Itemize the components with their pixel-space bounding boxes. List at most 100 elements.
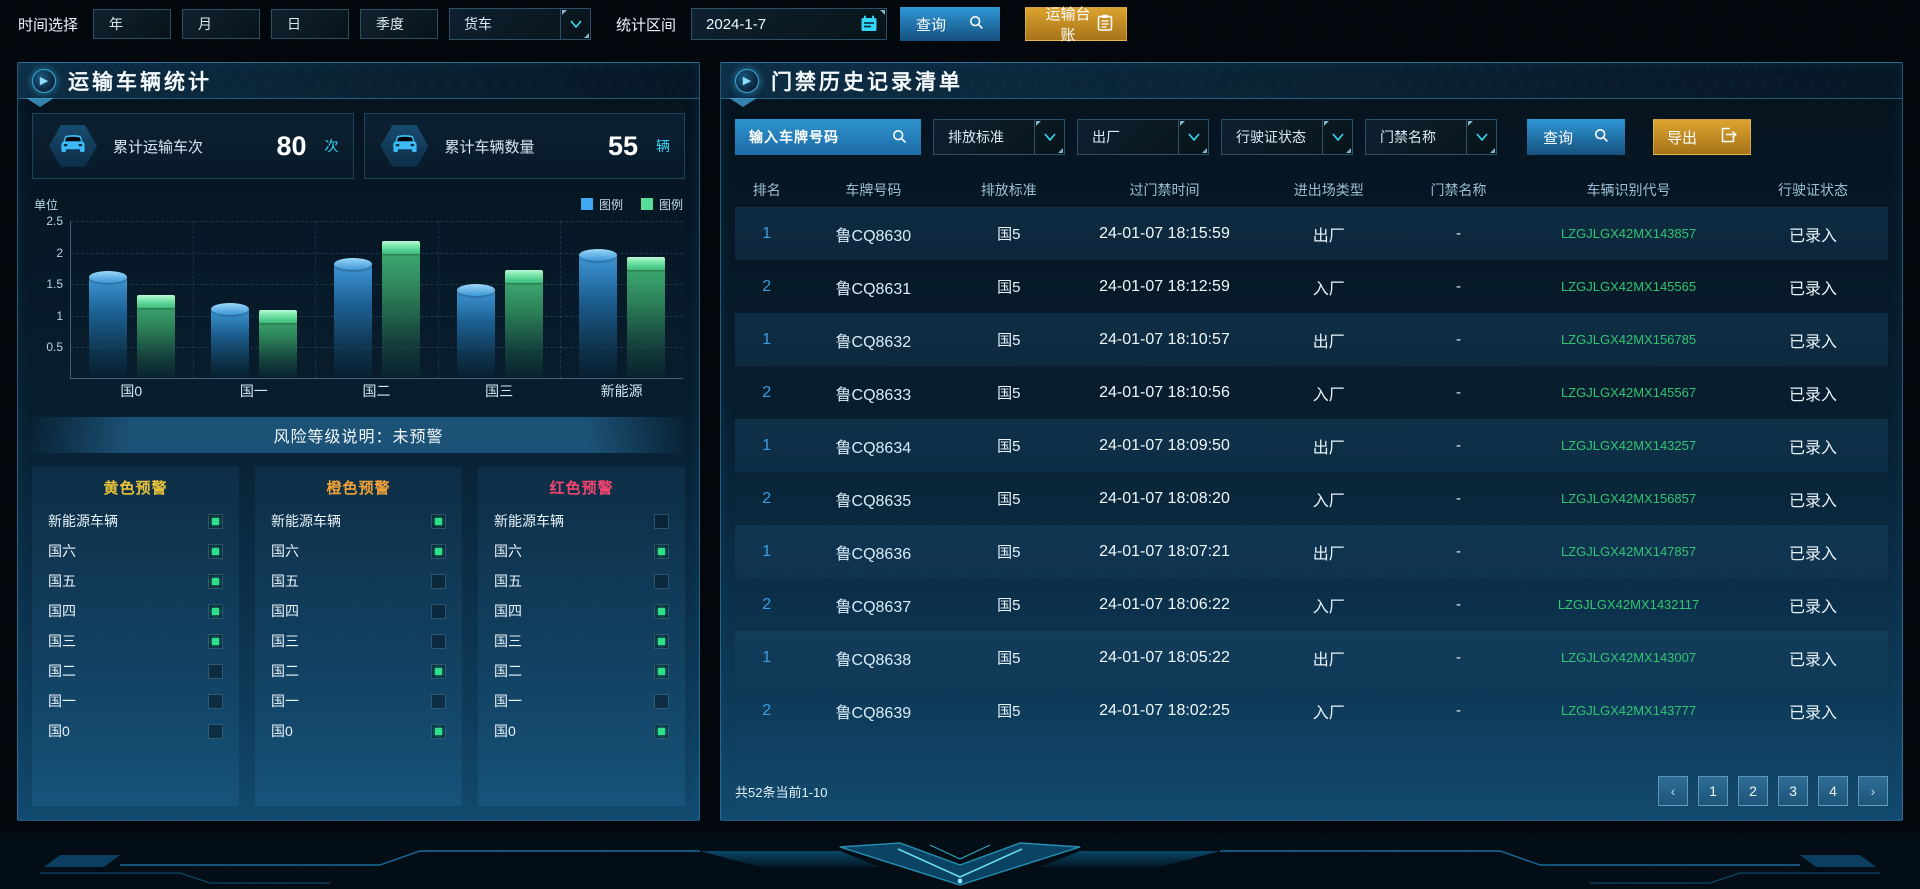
warning-checkbox[interactable] [654,693,669,709]
warning-checkbox[interactable] [208,723,223,739]
gridline [71,315,683,317]
warning-checkbox[interactable] [431,603,446,619]
bar-blue-新能源[interactable] [579,248,618,378]
warning-checkbox[interactable] [431,543,446,559]
chart-plot-wrap: 0.5 1 1.5 2 2.5 [46,214,683,379]
time-range-button-季度[interactable]: 季度 [360,9,439,39]
gridline [71,284,683,286]
table-row[interactable]: 2 鲁CQ8637 国5 24-01-07 18:06:22 入厂 - LZGJLGX42M… [735,578,1888,631]
cell-vin: LZGJLGX42MX143777 [1560,703,1697,718]
warning-checkbox[interactable] [431,663,446,679]
table-row[interactable]: 1 鲁CQ8630 国5 24-01-07 18:15:59 出厂 - LZGJLGX42M… [735,207,1888,260]
warning-checkbox[interactable] [208,543,223,559]
warning-checkbox[interactable] [208,603,223,619]
table-row[interactable]: 1 鲁CQ8638 国5 24-01-07 18:05:22 出厂 - LZGJLGX42M… [735,631,1888,684]
filter-dropdown-排放标准[interactable]: 排放标准 [933,119,1065,155]
bar-blue-国一[interactable] [211,302,250,378]
table-row[interactable]: 2 鲁CQ8639 国5 24-01-07 18:02:25 入厂 - LZGJLGX42M… [735,684,1888,737]
filter-dropdown-行驶证状态[interactable]: 行驶证状态 [1221,119,1353,155]
warning-row-国三: 国三 [494,626,669,656]
y-tick-label: 1.5 [46,277,63,292]
warning-row-国四: 国四 [48,596,223,626]
filter-dropdown-门禁名称[interactable]: 门禁名称 [1365,119,1497,155]
table-row[interactable]: 1 鲁CQ8634 国5 24-01-07 18:09:50 出厂 - LZGJLGX42M… [735,419,1888,472]
warning-checkbox[interactable] [654,573,669,589]
filter-dropdown-出厂[interactable]: 出厂 [1077,119,1209,155]
bar-green-国一[interactable] [259,309,298,378]
export-icon [1720,127,1737,147]
vehicle-type-dropdown[interactable]: 货车 [449,8,592,40]
filter-dropdown-label: 出厂 [1092,129,1120,145]
cell-rank: 2 [762,701,772,719]
warning-row-label: 国一 [48,693,76,709]
cell-status: 已录入 [1788,598,1837,616]
warning-checkbox[interactable] [654,543,669,559]
interval-label: 统计区间 [616,16,677,34]
car-icon [379,123,431,169]
legend-swatch [640,198,653,210]
query-button[interactable]: 查询 [900,7,1001,41]
cell-status: 已录入 [1788,280,1837,298]
warning-checkbox[interactable] [208,513,223,529]
warning-checkbox[interactable] [654,723,669,739]
ledger-button[interactable]: 运输台账 [1025,6,1128,44]
time-range-button-日[interactable]: 日 [271,9,350,39]
table-row[interactable]: 2 鲁CQ8633 国5 24-01-07 18:10:56 入厂 - LZGJLGX42M… [735,366,1888,419]
warning-row-label: 国三 [271,633,299,649]
chart-legend: 图例 图例 [580,196,683,213]
bar-blue-国三[interactable] [456,283,495,378]
warning-checkbox[interactable] [208,633,223,649]
prev-page-button[interactable]: ‹ [1658,776,1688,806]
gridline [71,347,683,349]
table-row[interactable]: 1 鲁CQ8632 国5 24-01-07 18:10:57 出厂 - LZGJLGX42M… [735,313,1888,366]
warning-checkbox[interactable] [431,573,446,589]
page-button-2[interactable]: 2 [1738,776,1768,806]
x-label-国二: 国二 [362,383,391,399]
cell-type: 入厂 [1312,386,1345,404]
bar-green-国二[interactable] [381,241,420,378]
table-row[interactable]: 1 鲁CQ8636 国5 24-01-07 18:07:21 出厂 - LZGJLGX42M… [735,525,1888,578]
warning-checkbox[interactable] [208,693,223,709]
cell-gate: - [1455,702,1461,719]
warning-checkbox[interactable] [654,513,669,529]
time-range-button-月[interactable]: 月 [182,9,261,39]
warning-row-新能源车辆: 新能源车辆 [494,506,669,536]
table-row[interactable]: 2 鲁CQ8635 国5 24-01-07 18:08:20 入厂 - LZGJLGX42M… [735,472,1888,525]
warning-checkbox[interactable] [431,633,446,649]
cell-rank: 2 [762,595,772,613]
next-page-button[interactable]: › [1858,776,1888,806]
page-button-1[interactable]: 1 [1698,776,1728,806]
time-range-button-年[interactable]: 年 [93,9,172,39]
filter-dropdown-label: 排放标准 [948,129,1004,145]
cell-vin: LZGJLGX42MX147857 [1560,544,1697,559]
warning-row-label: 国六 [494,543,522,559]
bar-green-国三[interactable] [504,269,543,378]
warning-checkbox[interactable] [654,633,669,649]
export-button[interactable]: 导出 [1653,119,1751,155]
warning-checkbox[interactable] [431,723,446,739]
warning-row-国三: 国三 [48,626,223,656]
warning-checkbox[interactable] [654,663,669,679]
date-input[interactable]: 2024-1-7 [691,8,888,40]
warning-checkbox[interactable] [208,573,223,589]
warning-checkbox[interactable] [208,663,223,679]
page-button-4[interactable]: 4 [1818,776,1848,806]
bar-blue-国0[interactable] [88,270,127,378]
table-row[interactable]: 2 鲁CQ8631 国5 24-01-07 18:12:59 入厂 - LZGJLGX42M… [735,260,1888,313]
page-button-3[interactable]: 3 [1778,776,1808,806]
warning-checkbox[interactable] [431,513,446,529]
bar-green-国0[interactable] [136,295,175,378]
cell-plate: 鲁CQ8633 [835,386,912,404]
cell-status: 已录入 [1788,651,1837,669]
warning-row-label: 国五 [271,573,299,589]
warning-panels: 黄色预警 新能源车辆 国六 国五 国四 国三 国二 国一 国0 橙色预警 新能源车辆 国六 国五 国四 国三… [32,467,685,806]
bar-blue-国二[interactable] [333,258,372,378]
warning-checkbox[interactable] [431,693,446,709]
table-query-button[interactable]: 查询 [1527,119,1625,155]
y-tick-label: 0.5 [46,340,63,355]
bar-green-新能源[interactable] [627,257,666,378]
warning-checkbox[interactable] [654,603,669,619]
cell-rank: 2 [762,277,772,295]
plate-search-input[interactable]: 输入车牌号码 [735,119,921,155]
bar-cap [136,295,175,309]
